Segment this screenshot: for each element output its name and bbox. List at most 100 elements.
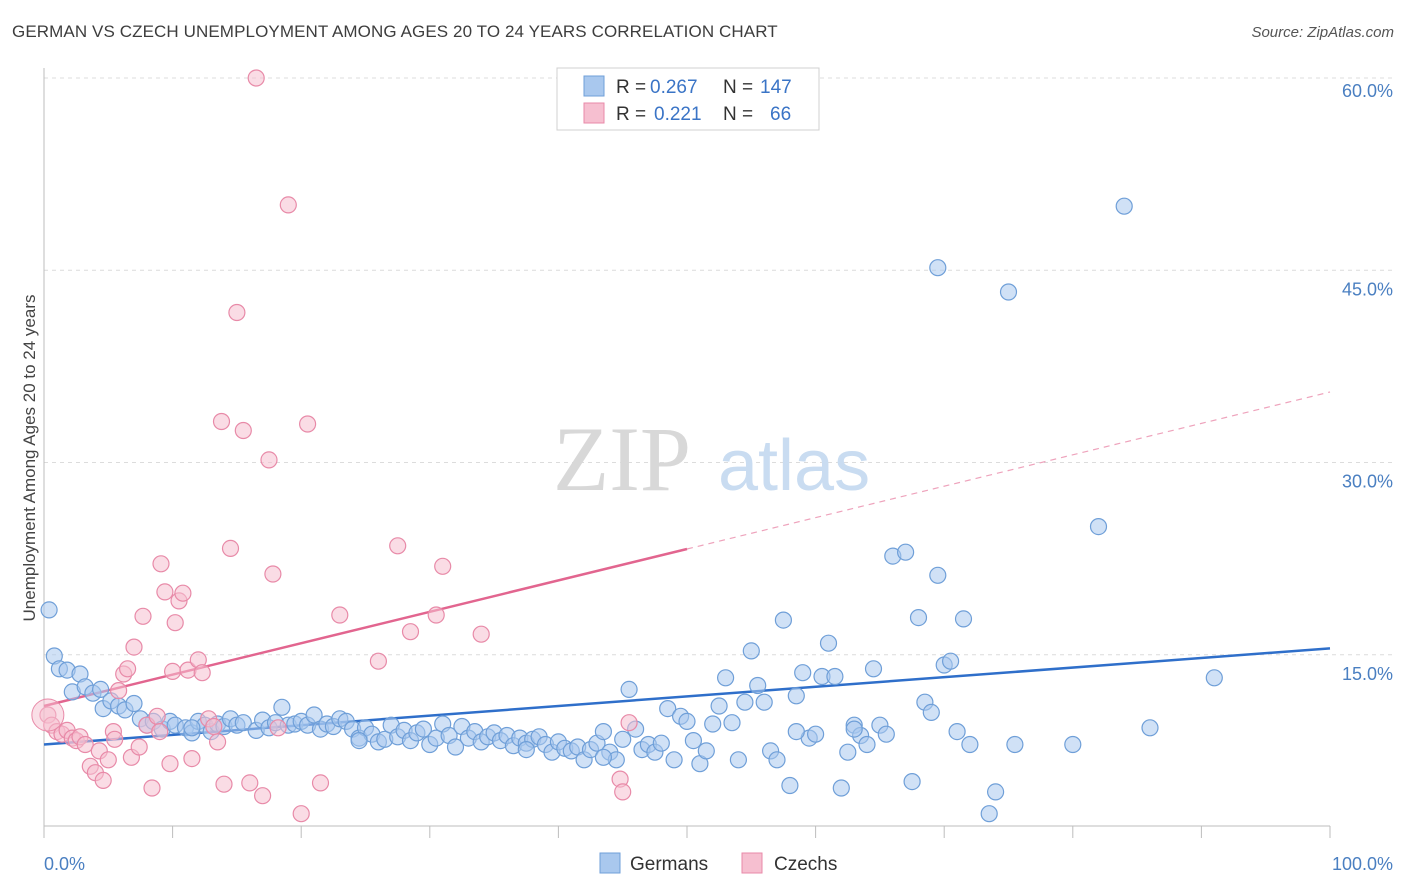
czechs-point bbox=[427, 606, 445, 624]
czechs-point bbox=[156, 583, 174, 601]
y-axis-label: Unemployment Among Ages 20 to 24 years bbox=[20, 295, 39, 622]
germans-point bbox=[903, 772, 921, 791]
germans-point bbox=[665, 751, 683, 769]
legend-czechs-r-label: R = bbox=[616, 104, 646, 125]
legend-germans-n-value: 147 bbox=[760, 77, 792, 98]
legend-czechs-r-value: 0.221 bbox=[654, 104, 702, 125]
germans-point bbox=[697, 742, 715, 760]
czechs-point bbox=[94, 771, 112, 790]
germans-point bbox=[614, 730, 632, 748]
legend-germans-swatch bbox=[583, 75, 605, 97]
data-points bbox=[31, 69, 1223, 823]
germans-point bbox=[1089, 517, 1108, 536]
germans-point bbox=[620, 680, 638, 699]
czechs-point bbox=[118, 660, 137, 678]
germans-point bbox=[40, 601, 58, 619]
germans-point bbox=[273, 698, 291, 716]
germans-point bbox=[819, 634, 838, 652]
germans-point bbox=[845, 720, 863, 738]
czechs-point bbox=[106, 730, 124, 748]
czechs-point bbox=[311, 774, 330, 792]
x-tick-label-100: 100.0% bbox=[1332, 854, 1393, 874]
czechs-point bbox=[209, 733, 227, 751]
germans-point bbox=[929, 566, 947, 584]
czechs-point bbox=[264, 565, 282, 583]
germans-point bbox=[806, 725, 825, 743]
germans-point bbox=[659, 699, 677, 718]
germans-point bbox=[414, 720, 432, 738]
czechs-point bbox=[164, 662, 182, 681]
bottom-legend-czechs-swatch bbox=[741, 852, 763, 874]
czechs-point bbox=[205, 717, 223, 736]
germans-point bbox=[986, 783, 1005, 801]
germans-point bbox=[781, 776, 799, 795]
czechs-point bbox=[401, 623, 420, 641]
germans-point bbox=[652, 734, 670, 752]
czechs-point bbox=[166, 614, 184, 632]
legend-germans-r-label: R = bbox=[616, 77, 646, 98]
legend-germans-n-label: N = bbox=[723, 77, 753, 98]
germans-point bbox=[768, 751, 786, 769]
czechs-point bbox=[125, 638, 143, 656]
bottom-legend-germans-swatch bbox=[599, 852, 621, 874]
czechs-point bbox=[292, 805, 310, 823]
germans-point bbox=[125, 694, 143, 713]
germans-point bbox=[787, 722, 805, 741]
germans-point bbox=[839, 743, 857, 761]
bottom-legend-germans-label: Germans bbox=[630, 854, 708, 875]
germans-point bbox=[183, 719, 201, 737]
czechs-point bbox=[228, 303, 246, 322]
czechs-point bbox=[331, 606, 349, 624]
germans-point bbox=[91, 680, 110, 699]
germans-point bbox=[826, 667, 844, 686]
czechs-point bbox=[109, 681, 128, 700]
czechs-point bbox=[299, 415, 317, 433]
germans-point bbox=[864, 660, 883, 678]
czechs-point bbox=[279, 196, 297, 214]
germans-point bbox=[787, 687, 805, 705]
czechs-point bbox=[234, 421, 252, 440]
germans-point bbox=[961, 735, 979, 754]
grid-lines bbox=[44, 77, 1392, 656]
czechs-point bbox=[241, 774, 259, 792]
germans-point bbox=[710, 697, 728, 715]
czechs-point bbox=[151, 722, 169, 741]
germans-point bbox=[909, 608, 928, 627]
germans-point bbox=[446, 738, 465, 756]
czechs-point bbox=[143, 779, 161, 797]
czechs-point bbox=[620, 714, 638, 732]
germans-point bbox=[704, 715, 722, 733]
chart-title: GERMAN VS CZECH UNEMPLOYMENT AMONG AGES … bbox=[12, 22, 778, 41]
czechs-point bbox=[130, 738, 148, 756]
legend-czechs-n-value: 66 bbox=[770, 104, 791, 125]
germans-point bbox=[517, 740, 535, 759]
source-label: Source: ZipAtlas.com bbox=[1251, 24, 1394, 41]
czechs-point bbox=[260, 451, 278, 469]
czechs-point bbox=[99, 751, 117, 769]
legend-czechs-n-label: N = bbox=[723, 104, 753, 125]
watermark-zip: ZIP bbox=[553, 408, 691, 510]
germans-point bbox=[1006, 735, 1024, 754]
germans-point bbox=[723, 714, 741, 732]
czechs-point bbox=[134, 607, 152, 625]
x-tick-labels: 0.0% 100.0% bbox=[44, 854, 1393, 874]
czechs-trend-line-extension bbox=[686, 391, 1331, 550]
germans-point bbox=[794, 664, 812, 682]
germans-point bbox=[234, 714, 252, 732]
germans-point bbox=[1141, 719, 1159, 737]
germans-point bbox=[729, 751, 748, 769]
czechs-point bbox=[174, 584, 192, 602]
germans-point bbox=[1115, 197, 1133, 215]
czechs-point-large bbox=[31, 698, 65, 732]
germans-point bbox=[678, 712, 696, 731]
germans-point bbox=[736, 693, 754, 711]
germans-point bbox=[980, 805, 998, 823]
y-tick-label-45: 45.0% bbox=[1342, 279, 1393, 299]
czechs-point bbox=[215, 775, 233, 793]
germans-point bbox=[305, 706, 323, 724]
germans-point bbox=[877, 725, 895, 743]
germans-point bbox=[755, 693, 773, 711]
czechs-point bbox=[614, 783, 632, 801]
germans-point bbox=[594, 722, 613, 741]
germans-point bbox=[716, 669, 735, 687]
